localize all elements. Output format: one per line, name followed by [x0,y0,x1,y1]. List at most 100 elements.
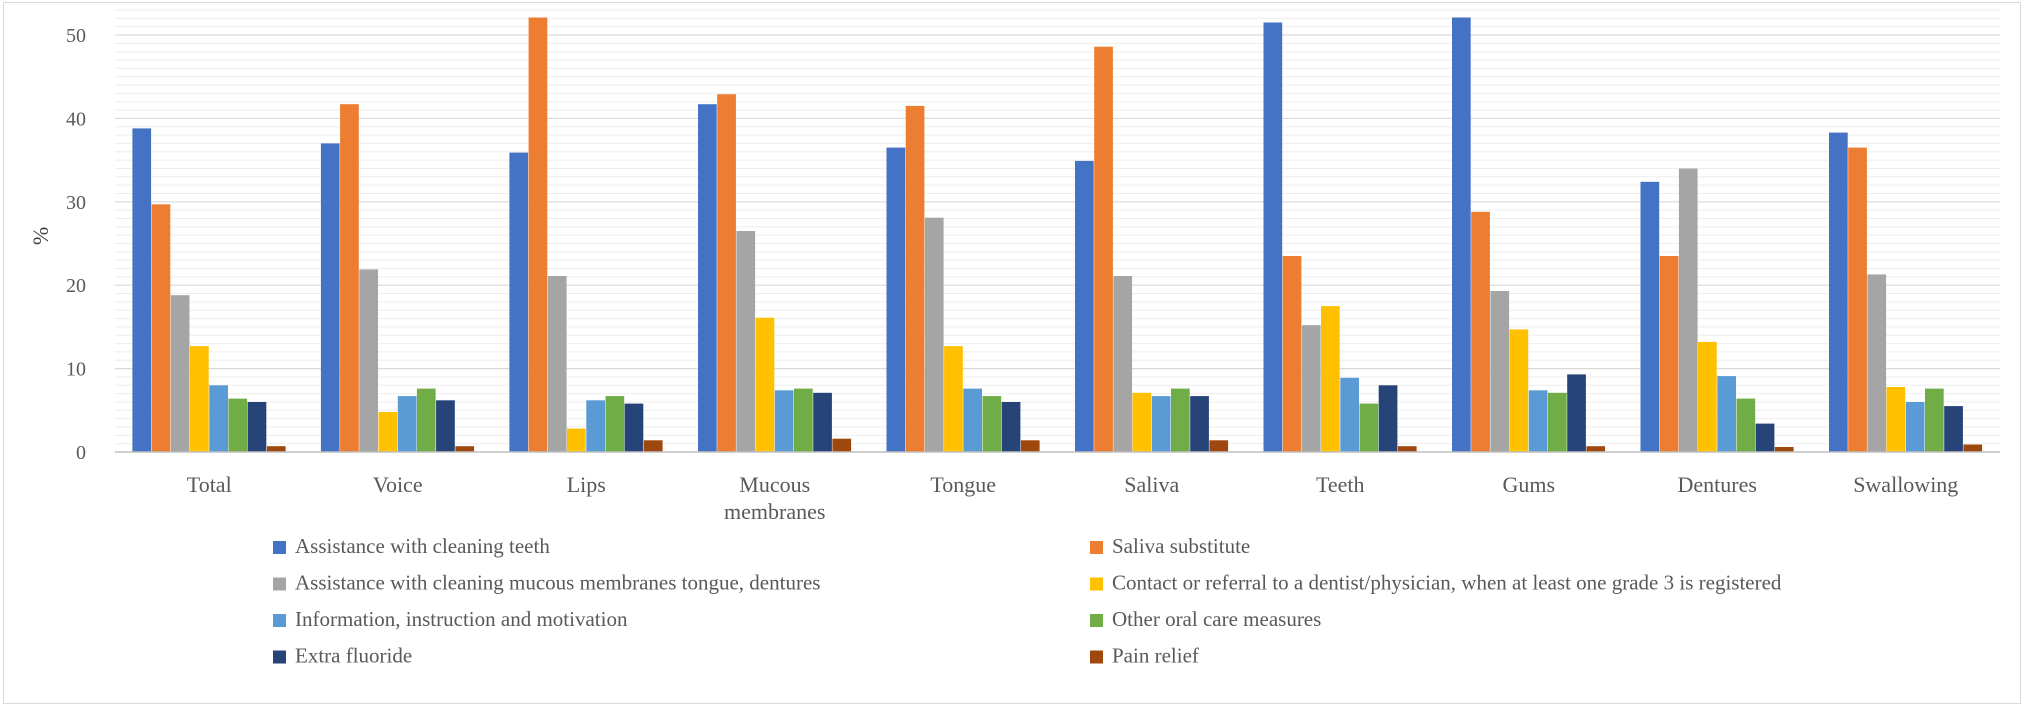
bar [528,17,548,452]
bar [1471,211,1490,452]
bar [190,346,209,452]
legend-label: Extra fluoride [295,644,412,668]
bar [1452,17,1471,452]
bar [736,231,756,452]
legend-label: Assistance with cleaning mucous membrane… [295,571,820,595]
bar [1151,396,1171,452]
bar [1528,390,1548,452]
y-tick-label: 0 [76,442,86,464]
y-tick-label: 20 [66,275,86,297]
bar [209,385,228,452]
bar [247,402,267,452]
bar [1020,440,1040,452]
bar [1867,274,1887,452]
bar [1905,402,1925,452]
bar [1001,402,1021,452]
legend-label: Saliva substitute [1112,534,1250,558]
legend-item: Information, instruction and motivation [273,607,628,631]
legend-swatch [273,577,286,591]
bar [1640,181,1660,453]
bar [1321,306,1340,452]
x-category-label: Voice [373,472,423,497]
bar [963,388,982,452]
bar [1717,376,1736,452]
legend-item: Assistance with cleaning mucous membrane… [273,571,820,595]
bar [1301,325,1321,452]
x-category-label: Mucous membranes [724,472,825,524]
bar [1963,444,1983,452]
legend-label: Contact or referral to a dentist/physici… [1112,571,1782,595]
x-category-label: Lips [567,472,606,497]
bar [1848,147,1867,452]
axes: 0 10 20 30 40 50 Total Voice Lips Mucous membranes… [66,25,2000,524]
bar [266,446,286,452]
bar [1282,256,1302,452]
x-category-label: Saliva [1124,472,1179,497]
bar [1340,377,1359,452]
bar [1698,341,1717,452]
legend-label: Pain relief [1112,644,1199,668]
y-tick-label: 40 [66,108,86,130]
x-category-label: Teeth [1316,472,1365,497]
bar [1509,329,1529,452]
bar [1886,387,1906,452]
bar [1774,447,1794,452]
bar [1755,423,1775,452]
bar [1209,440,1229,452]
bar [547,276,567,452]
legend-swatch [273,614,286,627]
legend-item: Pain relief [1090,644,1199,668]
bar [1397,446,1417,452]
legend-item: Contact or referral to a dentist/physici… [1090,571,1782,595]
bar [1113,276,1133,452]
x-category-label: Gums [1502,472,1555,497]
bar [755,317,775,452]
gridlines [115,9,2000,445]
bar [455,446,475,452]
bar [717,94,736,452]
y-tick-label: 30 [66,192,86,214]
bar [1736,398,1756,452]
legend-label: Assistance with cleaning teeth [295,534,550,558]
legend-swatch [273,541,286,554]
bar [605,396,625,452]
bar [624,403,644,452]
legend-swatch [273,650,286,664]
bar [698,104,717,452]
bar [151,204,171,452]
bar [320,143,340,452]
bar [944,346,963,452]
legend-swatch [1090,650,1103,664]
bar [1944,406,1963,452]
bar [813,392,832,452]
bar [1586,446,1606,452]
y-axis-label: % [28,227,53,245]
bar [132,128,152,452]
bar [1567,374,1586,452]
legend-swatch [1090,577,1103,591]
legend-item: Other oral care measures [1090,607,1321,631]
bar [567,428,586,452]
bar [378,412,398,452]
y-tick-label: 10 [66,359,86,381]
bar [359,269,378,452]
y-tick-label: 50 [66,25,86,47]
x-category-label: Tongue [930,472,996,497]
bar [1190,396,1209,452]
bar [924,217,944,452]
bar [886,147,906,452]
bar [1132,392,1152,452]
legend: Assistance with cleaning teeth Saliva sub… [273,534,1782,668]
bar [643,440,663,452]
bar [509,152,529,452]
bar [1359,403,1379,452]
legend-item: Saliva substitute [1090,534,1250,558]
bar [1678,168,1698,452]
x-category-label: Total [187,472,232,497]
bar [170,295,190,452]
bar [436,400,455,452]
bar [1829,132,1848,452]
bar [228,398,248,452]
legend-swatch [1090,541,1103,554]
bar [832,438,852,452]
